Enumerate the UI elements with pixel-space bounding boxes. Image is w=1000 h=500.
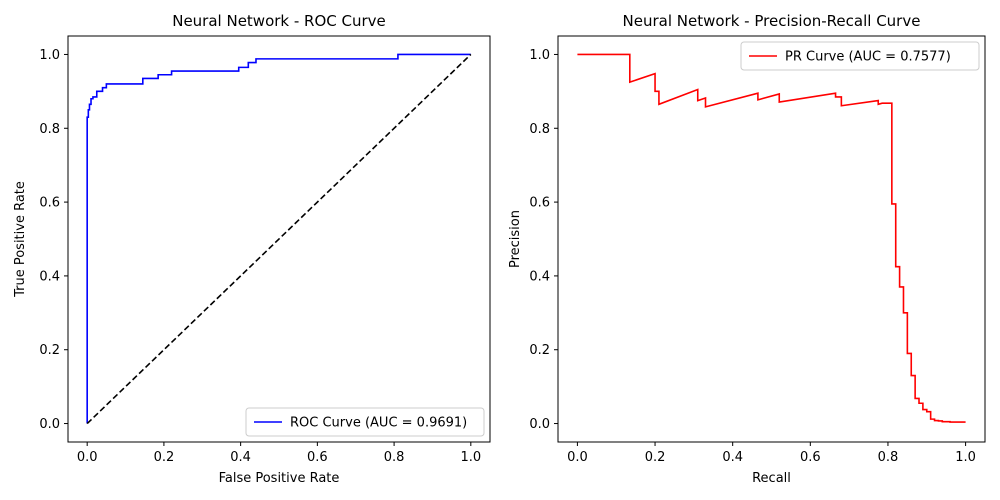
y-tick-label: 0.6 (529, 196, 550, 211)
y-axis-label: Precision (508, 210, 523, 268)
y-tick-label: 0.0 (529, 417, 550, 432)
x-tick-label: 0.8 (878, 450, 899, 465)
y-tick-label: 0.4 (39, 269, 60, 284)
plot-frame (557, 35, 986, 443)
x-tick-label: 1.0 (955, 450, 976, 465)
legend-label: PR Curve (AUC = 0.7577) (785, 50, 951, 65)
y-tick-label: 0.4 (529, 269, 550, 284)
x-tick-label: 0.6 (800, 450, 821, 465)
legend-box (740, 41, 980, 71)
y-tick-label: 1.0 (529, 48, 550, 63)
y-tick-label: 0.6 (39, 196, 60, 211)
chart-title: Neural Network - ROC Curve (172, 12, 386, 30)
x-tick-label: 0.4 (230, 450, 251, 465)
legend: PR Curve (AUC = 0.7577) (740, 41, 980, 71)
plot-frame (67, 35, 491, 443)
x-tick-label: 0.6 (307, 450, 328, 465)
y-tick-label: 0.0 (39, 417, 60, 432)
pr-chart: 0.0 0.2 0.4 0.6 0.8 1.0 0.0 0.2 0.4 0.6 0.8 1.0 Neur… (508, 12, 986, 486)
y-tick-label: 1.0 (39, 48, 60, 63)
y-tick-label: 0.2 (39, 343, 60, 358)
chance-diagonal-line (86, 53, 472, 425)
x-tick-label: 0.4 (722, 450, 743, 465)
y-tick-label: 0.8 (529, 122, 550, 137)
x-tick-label: 0.0 (77, 450, 98, 465)
legend: ROC Curve (AUC = 0.9691) (245, 407, 485, 437)
x-axis-label: Recall (752, 471, 791, 486)
y-tick-label: 0.8 (39, 122, 60, 137)
x-tick-label: 0.8 (384, 450, 405, 465)
x-tick-label: 0.2 (645, 450, 666, 465)
series-line-0 (86, 53, 471, 424)
y-axis-label: True Positive Rate (13, 181, 28, 298)
y-tick-label: 0.2 (529, 343, 550, 358)
x-tick-label: 1.0 (460, 450, 481, 465)
x-tick-label: 0.2 (154, 450, 175, 465)
roc-chart: 0.0 0.2 0.4 0.6 0.8 1.0 0.0 0.2 0.4 0.6 0.8 1.0 Neur… (13, 12, 491, 486)
x-tick-label: 0.0 (567, 450, 588, 465)
legend-label: ROC Curve (AUC = 0.9691) (290, 416, 467, 431)
x-axis-label: False Positive Rate (219, 471, 340, 486)
legend-box (245, 407, 485, 437)
chart-title: Neural Network - Precision-Recall Curve (623, 12, 921, 30)
series-line-0 (577, 53, 966, 423)
